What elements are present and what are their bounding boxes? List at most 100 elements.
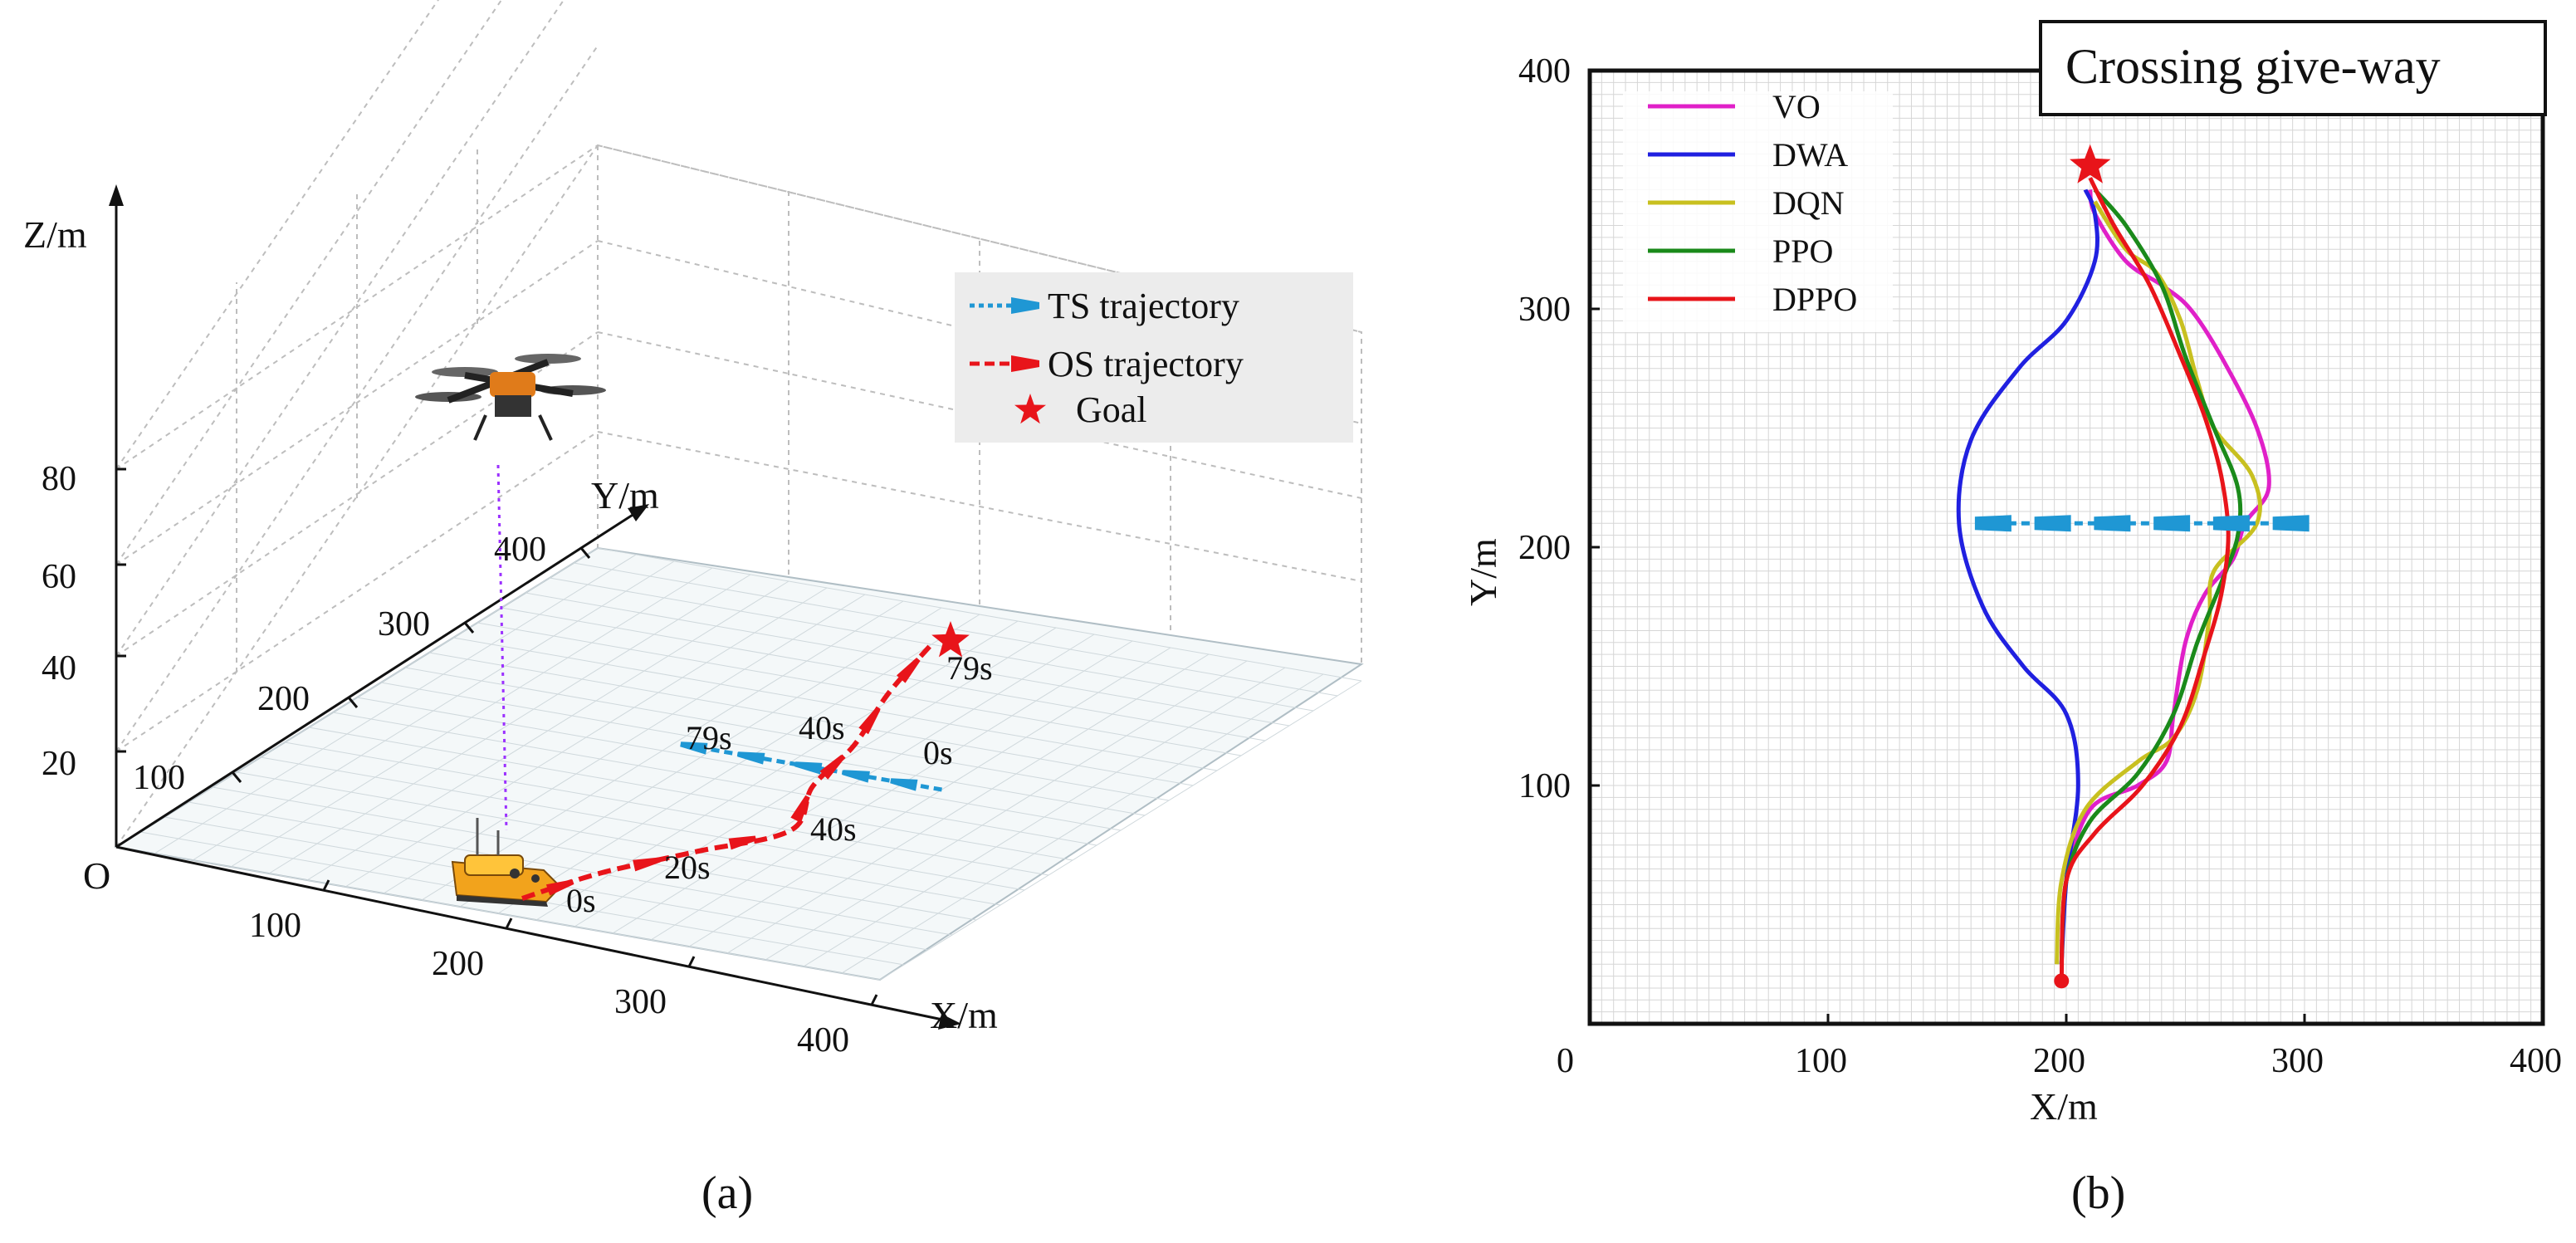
os-trajectory-3d bbox=[521, 643, 934, 901]
legend-item-dwa: DWA bbox=[1648, 136, 1848, 174]
x-tick-label: 200 bbox=[2033, 1042, 2085, 1080]
y-tick-label: 100 bbox=[1518, 767, 1571, 805]
plot-ticks: 0 100 200 300 400 100 200 300 400 bbox=[1518, 52, 2562, 1080]
x-axis-label: X/m bbox=[930, 994, 998, 1036]
axes-3d bbox=[109, 184, 961, 1030]
x-tick-label: 0 bbox=[1557, 1042, 1574, 1080]
floor-grid-line bbox=[428, 652, 1194, 786]
y-tick-label: 300 bbox=[1518, 291, 1571, 329]
os-marker-3d bbox=[896, 657, 921, 683]
floor-grid-line bbox=[879, 680, 1362, 981]
ts-time-79s: 79s bbox=[686, 719, 732, 756]
os-marker-3d bbox=[819, 755, 845, 780]
b-x-axis-label: X/m bbox=[2030, 1085, 2098, 1128]
y-tick-label: 400 bbox=[1518, 52, 1571, 91]
os-marker-3d bbox=[545, 879, 574, 896]
legend-item-vo: VO bbox=[1648, 88, 1821, 125]
method-trajectories bbox=[1956, 177, 2271, 981]
legend-2d: VO DWA DQN PPO DPPO bbox=[1623, 88, 1893, 332]
floor-grid-line bbox=[477, 622, 1242, 756]
floor-grid-line bbox=[597, 547, 1362, 682]
goal-star-2d bbox=[2070, 144, 2111, 184]
ts-trajectory-3d bbox=[680, 741, 942, 792]
ts-time-0s: 0s bbox=[923, 734, 953, 771]
legend-item-dppo: DPPO bbox=[1648, 281, 1857, 318]
origin-label: O bbox=[83, 854, 110, 897]
ts-marker-3d bbox=[842, 770, 870, 783]
z-tick: 60 bbox=[42, 558, 76, 596]
floor-grid-line bbox=[501, 607, 1266, 741]
chart-title: Crossing give-way bbox=[2065, 39, 2441, 94]
floor-grid-line bbox=[841, 673, 1324, 974]
y-tick: 100 bbox=[133, 759, 185, 797]
floor-grid-line bbox=[452, 637, 1218, 771]
os-marker-3d bbox=[858, 707, 881, 735]
b-y-axis-label: Y/m bbox=[1462, 538, 1504, 606]
svg-text:DPPO: DPPO bbox=[1772, 281, 1857, 318]
usv-boat-icon bbox=[451, 818, 562, 907]
x-tick-label: 300 bbox=[2271, 1042, 2324, 1080]
z-tick: 80 bbox=[42, 460, 76, 498]
y-tick: 400 bbox=[494, 531, 546, 569]
y-axis-label: Y/m bbox=[591, 474, 659, 516]
ts-marker-2d bbox=[1974, 515, 2011, 532]
title-box: Crossing give-way bbox=[2039, 20, 2547, 116]
svg-text:PPO: PPO bbox=[1772, 232, 1833, 270]
legend-item-goal: Goal bbox=[1014, 389, 1147, 430]
os-time-0s: 0s bbox=[566, 882, 596, 919]
drone-icon bbox=[415, 354, 606, 831]
trajectory-vo bbox=[2059, 188, 2271, 965]
os-marker-3d bbox=[790, 795, 810, 823]
floor-grid-line bbox=[574, 627, 1057, 927]
ts-marker-2d bbox=[2094, 515, 2131, 532]
panel-b: 0 100 200 300 400 100 200 300 400 X/m Y/m Crossi… bbox=[1462, 20, 2562, 1219]
floor-grid-line bbox=[650, 640, 1133, 941]
floor-grid-line bbox=[404, 667, 1170, 801]
legend-item-ppo: PPO bbox=[1648, 232, 1833, 270]
trajectory-dqn bbox=[2055, 200, 2262, 965]
ts-marker-2d bbox=[2272, 515, 2310, 532]
x-tick: 200 bbox=[432, 945, 484, 983]
trajectory-dppo bbox=[2059, 177, 2231, 981]
floor-plane bbox=[114, 546, 1364, 981]
svg-text:DWA: DWA bbox=[1772, 136, 1848, 174]
ts-marker-2d bbox=[2153, 515, 2191, 532]
goal-star-3d bbox=[931, 621, 970, 658]
svg-text:OS trajectory: OS trajectory bbox=[1048, 344, 1244, 384]
legend-item-ts: TS trajectory bbox=[970, 286, 1239, 326]
legend-item-os: OS trajectory bbox=[970, 344, 1244, 384]
ts-marker-2d bbox=[2034, 515, 2071, 532]
floor-grid-line bbox=[535, 620, 1019, 921]
floor-grid-line bbox=[803, 667, 1286, 967]
y-tick: 200 bbox=[257, 680, 310, 718]
ts-marker-2d bbox=[2212, 515, 2250, 532]
x-tick: 400 bbox=[797, 1021, 849, 1059]
panel-a: Z/m Y/m X/m O 20 40 60 80 100 200 300 40… bbox=[23, 0, 1364, 1219]
ts-time-40s: 40s bbox=[799, 709, 845, 746]
ts-marker-3d bbox=[737, 751, 765, 765]
os-time-79s: 79s bbox=[946, 649, 993, 687]
legend-3d: TS trajectory OS trajectory Goal bbox=[955, 272, 1353, 443]
x-tick-label: 400 bbox=[2510, 1042, 2562, 1080]
ts-marker-3d bbox=[794, 761, 823, 775]
z-tick: 40 bbox=[42, 649, 76, 688]
floor-grid-line bbox=[688, 647, 1171, 947]
target-ship-trajectory bbox=[1974, 515, 2310, 532]
trajectory-dwa bbox=[1956, 188, 2099, 965]
os-time-20s: 20s bbox=[664, 849, 711, 886]
caption-b: (b) bbox=[2071, 1167, 2125, 1219]
z-axis-label: Z/m bbox=[23, 213, 87, 256]
floor-grid-line bbox=[356, 697, 1122, 831]
floor-grid-line bbox=[380, 682, 1146, 816]
caption-a: (a) bbox=[701, 1167, 753, 1219]
floor-grid-line bbox=[525, 592, 1290, 727]
start-point bbox=[2054, 973, 2070, 989]
y-tick: 300 bbox=[378, 605, 430, 644]
z-tick: 20 bbox=[42, 745, 76, 783]
x-tick: 300 bbox=[614, 983, 667, 1021]
floor-grid-line bbox=[765, 660, 1248, 961]
os-marker-3d bbox=[633, 857, 661, 872]
svg-text:Goal: Goal bbox=[1076, 389, 1147, 430]
y-tick-label: 200 bbox=[1518, 529, 1571, 567]
